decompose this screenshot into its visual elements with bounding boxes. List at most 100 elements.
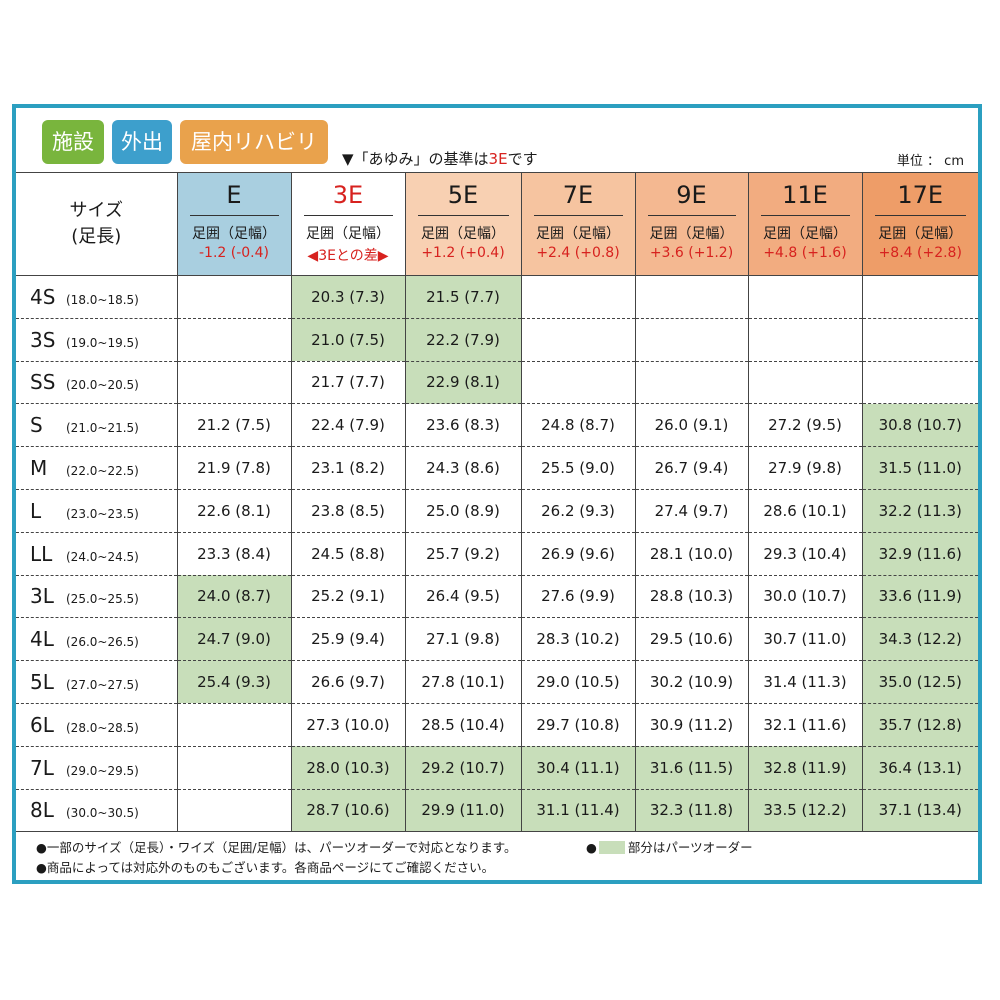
header-row: サイズ (足長) E 足囲（足幅） -1.2 (-0.4) 3E 足囲（足幅） ◀3Eとの差… bbox=[16, 172, 978, 276]
width-header-5e: 5E 足囲（足幅） +1.2 (+0.4) bbox=[404, 172, 521, 276]
value-cell: 21.9 (7.8) bbox=[176, 446, 291, 490]
value-cell: 28.7 (10.6) bbox=[290, 789, 405, 832]
value-cell: 35.0 (12.5) bbox=[861, 660, 978, 704]
divider-line bbox=[303, 215, 393, 216]
width-name: 11E bbox=[782, 181, 828, 209]
table-row: 6L (28.0~28.5) 27.3 (10.0) 28.5 (10.4) 29.7 … bbox=[16, 703, 978, 747]
width-diff: ◀3Eとの差▶ bbox=[307, 248, 389, 264]
width-diff: +8.4 (+2.8) bbox=[878, 245, 962, 261]
value-cell: 29.7 (10.8) bbox=[520, 703, 635, 747]
value-cell bbox=[634, 275, 748, 319]
foot-length-range: (28.0~28.5) bbox=[66, 720, 139, 735]
size-cell: S (21.0~21.5) bbox=[16, 404, 177, 447]
badge-facility: 施設 bbox=[42, 120, 104, 164]
value-cell: 24.0 (8.7) bbox=[176, 575, 291, 618]
value-cell: 30.2 (10.9) bbox=[634, 660, 748, 704]
foot-length-range: (18.0~18.5) bbox=[66, 292, 139, 307]
value-cell: 25.0 (8.9) bbox=[404, 489, 521, 533]
legend-bullet: ● bbox=[586, 840, 597, 855]
table-row: 4S (18.0~18.5) 20.3 (7.3) 21.5 (7.7) bbox=[16, 275, 978, 319]
size-cell: 3L (25.0~25.5) bbox=[16, 575, 177, 618]
value-cell: 29.5 (10.6) bbox=[634, 617, 748, 661]
divider-line bbox=[533, 215, 623, 216]
table-row: LL (24.0~24.5) 23.3 (8.4) 24.5 (8.8) 25.7 (9… bbox=[16, 532, 978, 576]
value-cell bbox=[176, 361, 291, 404]
badge-outing: 外出 bbox=[112, 120, 172, 164]
width-name: E bbox=[226, 181, 242, 209]
size-table: サイズ (足長) E 足囲（足幅） -1.2 (-0.4) 3E 足囲（足幅） ◀3Eとの差… bbox=[16, 172, 978, 832]
unit-label: 単位 ： cm bbox=[896, 154, 964, 169]
legend: ● 部分はパーツオーダー bbox=[586, 838, 753, 858]
value-cell bbox=[861, 275, 978, 319]
table-row: SS (20.0~20.5) 21.7 (7.7) 22.9 (8.1) bbox=[16, 361, 978, 404]
standard-note: ▼「あゆみ」の基準は3Eです bbox=[342, 148, 538, 169]
value-cell: 26.4 (9.5) bbox=[404, 575, 521, 618]
chart-header: 施設 外出 屋内リハビリ ▼「あゆみ」の基準は3Eです 単位 ： cm bbox=[16, 108, 978, 172]
size-cell: 5L (27.0~27.5) bbox=[16, 661, 177, 704]
value-cell: 33.6 (11.9) bbox=[861, 575, 978, 618]
footer-notes: ●一部のサイズ（足長）・ワイズ（足囲/足幅）は、パーツオーダーで対応となります。… bbox=[36, 838, 517, 878]
legend-text: 部分はパーツオーダー bbox=[627, 840, 753, 855]
value-cell: 24.7 (9.0) bbox=[176, 617, 291, 661]
value-cell: 30.8 (10.7) bbox=[861, 403, 978, 447]
value-cell: 21.0 (7.5) bbox=[290, 318, 405, 362]
value-cell bbox=[747, 318, 862, 362]
size-cell: 3S (19.0~19.5) bbox=[16, 318, 177, 361]
width-name: 17E bbox=[897, 181, 944, 209]
value-cell bbox=[176, 746, 291, 790]
value-cell bbox=[520, 361, 635, 404]
size-name: 4S bbox=[30, 284, 56, 309]
value-cell: 32.1 (11.6) bbox=[747, 703, 862, 747]
value-cell: 28.5 (10.4) bbox=[404, 703, 521, 747]
width-diff: +4.8 (+1.6) bbox=[763, 245, 847, 261]
size-chart-frame: 施設 外出 屋内リハビリ ▼「あゆみ」の基準は3Eです 単位 ： cm サイズ (… bbox=[12, 104, 982, 884]
width-header-7e: 7E 足囲（足幅） +2.4 (+0.8) bbox=[520, 172, 635, 276]
foot-length-range: (20.0~20.5) bbox=[66, 378, 139, 393]
value-cell: 29.0 (10.5) bbox=[520, 660, 635, 704]
value-cell: 36.4 (13.1) bbox=[861, 746, 978, 790]
value-cell: 30.4 (11.1) bbox=[520, 746, 635, 790]
divider-line bbox=[647, 215, 736, 216]
value-cell: 27.3 (10.0) bbox=[290, 703, 405, 747]
foot-length-range: (27.0~27.5) bbox=[66, 678, 139, 693]
table-row: 4L (26.0~26.5) 24.7 (9.0) 25.9 (9.4) 27.1 (9… bbox=[16, 617, 978, 661]
width-header-e: E 足囲（足幅） -1.2 (-0.4) bbox=[176, 172, 291, 276]
size-header-sub: (足長) bbox=[71, 226, 122, 247]
width-diff: +2.4 (+0.8) bbox=[536, 245, 620, 261]
value-cell: 29.2 (10.7) bbox=[404, 746, 521, 790]
value-cell: 22.4 (7.9) bbox=[290, 403, 405, 447]
size-name: 3L bbox=[30, 584, 54, 609]
table-row: 8L (30.0~30.5) 28.7 (10.6) 29.9 (11.0) 31.1 … bbox=[16, 789, 978, 832]
value-cell bbox=[861, 318, 978, 362]
value-cell: 25.7 (9.2) bbox=[404, 532, 521, 576]
value-cell: 25.9 (9.4) bbox=[290, 617, 405, 661]
value-cell: 27.8 (10.1) bbox=[404, 660, 521, 704]
foot-length-range: (26.0~26.5) bbox=[66, 635, 139, 650]
value-cell: 20.3 (7.3) bbox=[290, 275, 405, 319]
value-cell: 24.3 (8.6) bbox=[404, 446, 521, 490]
value-cell: 31.4 (11.3) bbox=[747, 660, 862, 704]
value-cell: 26.6 (9.7) bbox=[290, 660, 405, 704]
foot-length-range: (22.0~22.5) bbox=[66, 464, 139, 479]
value-cell: 29.3 (10.4) bbox=[747, 532, 862, 576]
value-cell: 25.4 (9.3) bbox=[176, 660, 291, 704]
value-cell: 26.2 (9.3) bbox=[520, 489, 635, 533]
foot-length-range: (21.0~21.5) bbox=[66, 421, 139, 436]
width-name: 9E bbox=[676, 181, 707, 209]
value-cell: 23.8 (8.5) bbox=[290, 489, 405, 533]
width-sub-label: 足囲（足幅） bbox=[878, 226, 963, 242]
note-prefix: ▼「あゆみ」の基準は bbox=[342, 150, 489, 168]
table-row: 3S (19.0~19.5) 21.0 (7.5) 22.2 (7.9) bbox=[16, 318, 978, 362]
width-sub-label: 足囲（足幅） bbox=[763, 226, 847, 242]
size-header-label: サイズ bbox=[69, 200, 123, 221]
legend-swatch bbox=[598, 841, 625, 854]
value-cell: 21.2 (7.5) bbox=[176, 403, 291, 447]
divider-line bbox=[874, 215, 966, 216]
value-cell bbox=[861, 361, 978, 404]
table-row: L (23.0~23.5) 22.6 (8.1) 23.8 (8.5) 25.0 (8.… bbox=[16, 489, 978, 533]
table-row: 5L (27.0~27.5) 25.4 (9.3) 26.6 (9.7) 27.8 (1… bbox=[16, 660, 978, 704]
size-cell: LL (24.0~24.5) bbox=[16, 532, 177, 575]
value-cell: 27.6 (9.9) bbox=[520, 575, 635, 618]
value-cell: 30.9 (11.2) bbox=[634, 703, 748, 747]
value-cell: 28.6 (10.1) bbox=[747, 489, 862, 533]
